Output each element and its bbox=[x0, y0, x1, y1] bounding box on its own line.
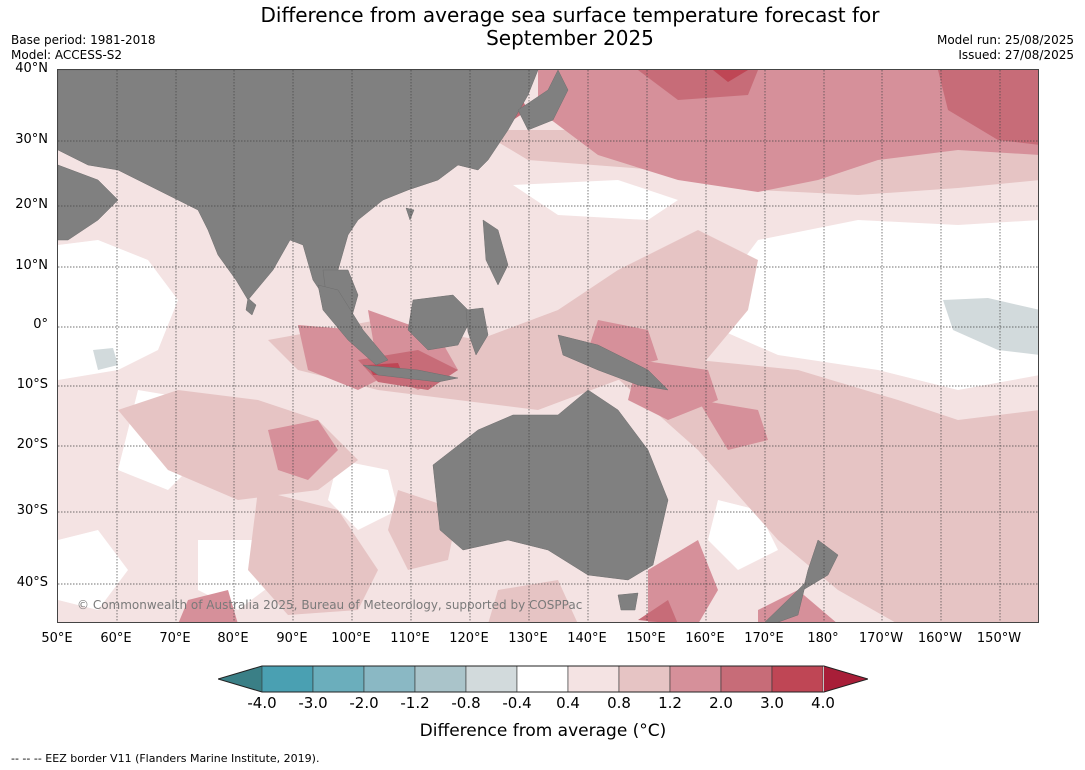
colorbar-tick: -3.0 bbox=[298, 694, 328, 712]
lon-label-170w: 170°W bbox=[858, 631, 904, 646]
lon-label-150e: 150°E bbox=[626, 631, 666, 646]
colorbar-segment bbox=[516, 665, 569, 693]
philippines-islands bbox=[482, 219, 509, 286]
graticule bbox=[58, 70, 1038, 622]
colorbar-tick: -4.0 bbox=[247, 694, 277, 712]
sri-lanka-island bbox=[245, 297, 257, 316]
colorbar-tick: 3.0 bbox=[760, 694, 784, 712]
eez-footnote: -- -- -- EEZ border V11 (Flanders Marine… bbox=[11, 752, 320, 765]
sumatra-island bbox=[317, 284, 389, 366]
title-line-2: September 2025 bbox=[486, 26, 654, 50]
hainan-taiwan bbox=[405, 207, 415, 221]
lon-label-100e: 100°E bbox=[331, 631, 371, 646]
lon-label-160w: 160°W bbox=[917, 631, 963, 646]
colorbar-tick: -0.8 bbox=[451, 694, 481, 712]
lat-label-40s: 40°S bbox=[16, 575, 48, 590]
colorbar-tick: 0.4 bbox=[556, 694, 580, 712]
lon-label-170e: 170°E bbox=[744, 631, 784, 646]
colorbar-arrow-high bbox=[824, 666, 868, 692]
java-island bbox=[362, 364, 459, 383]
lon-label-70e: 70°E bbox=[159, 631, 191, 646]
new-zealand-south bbox=[764, 581, 807, 622]
lon-label-110e: 110°E bbox=[390, 631, 430, 646]
colorbar-tick: -1.2 bbox=[400, 694, 430, 712]
japan-islands bbox=[517, 70, 569, 131]
meta-left: Base period: 1981-2018 Model: ACCESS-S2 bbox=[11, 33, 156, 63]
colorbar-tick: -0.4 bbox=[502, 694, 532, 712]
colorbar-tick: 0.8 bbox=[607, 694, 631, 712]
lon-label-80e: 80°E bbox=[217, 631, 249, 646]
sst-anomaly-map bbox=[58, 70, 1038, 622]
new-guinea-island bbox=[557, 334, 669, 391]
lat-label-20n: 20°N bbox=[15, 197, 48, 212]
australia-continent bbox=[432, 389, 669, 581]
land-masses bbox=[58, 70, 839, 622]
map-panel bbox=[57, 69, 1039, 623]
cool-patches bbox=[93, 298, 1038, 370]
lon-label-60e: 60°E bbox=[100, 631, 132, 646]
lat-label-0: 0° bbox=[33, 317, 48, 332]
colorbar-segment bbox=[618, 665, 671, 693]
colorbar-segment bbox=[414, 665, 467, 693]
lat-label-30n: 30°N bbox=[15, 132, 48, 147]
colorbar-segment bbox=[465, 665, 518, 693]
copyright-notice: © Commonwealth of Australia 2025, Bureau… bbox=[77, 598, 583, 612]
colorbar-label: Difference from average (°C) bbox=[419, 721, 667, 741]
colorbar-segment bbox=[567, 665, 620, 693]
lon-label-160e: 160°E bbox=[685, 631, 725, 646]
asia-landmass bbox=[58, 70, 539, 301]
tasmania-island bbox=[617, 592, 639, 611]
sulawesi-island bbox=[465, 307, 489, 356]
borneo-island bbox=[407, 294, 474, 351]
base-period: Base period: 1981-2018 bbox=[11, 33, 156, 47]
colorbar-segment bbox=[363, 665, 416, 693]
lon-label-180: 180° bbox=[807, 631, 839, 646]
colorbar-tick: 2.0 bbox=[709, 694, 733, 712]
lat-label-10n: 10°N bbox=[15, 258, 48, 273]
issued-date: Issued: 27/08/2025 bbox=[958, 48, 1074, 62]
lon-label-50e: 50°E bbox=[41, 631, 73, 646]
colorbar-segment bbox=[312, 665, 365, 693]
colorbar-outline bbox=[218, 665, 868, 693]
colorbar-tick: 1.2 bbox=[658, 694, 682, 712]
lat-label-10s: 10°S bbox=[16, 377, 48, 392]
colorbar-arrow-low bbox=[218, 666, 262, 692]
colorbar-tick: -2.0 bbox=[349, 694, 379, 712]
lat-label-30s: 30°S bbox=[16, 503, 48, 518]
lon-label-150w: 150°W bbox=[976, 631, 1022, 646]
colorbar-segment bbox=[720, 665, 773, 693]
colorbar bbox=[218, 665, 868, 693]
title-line-1: Difference from average sea surface temp… bbox=[260, 3, 880, 27]
colorbar-tick: 4.0 bbox=[811, 694, 835, 712]
lat-label-40n: 40°N bbox=[15, 61, 48, 76]
lon-label-120e: 120°E bbox=[449, 631, 489, 646]
lat-label-20s: 20°S bbox=[16, 437, 48, 452]
lon-label-140e: 140°E bbox=[567, 631, 607, 646]
lon-label-130e: 130°E bbox=[508, 631, 548, 646]
new-zealand-north bbox=[802, 539, 839, 591]
colorbar-segment bbox=[771, 665, 824, 693]
model-run: Model run: 25/08/2025 bbox=[936, 33, 1074, 47]
model-name: Model: ACCESS-S2 bbox=[11, 48, 123, 62]
colorbar-segment bbox=[669, 665, 722, 693]
arabian-peninsula bbox=[58, 164, 119, 241]
lon-label-90e: 90°E bbox=[276, 631, 308, 646]
chart-title: Difference from average sea surface temp… bbox=[220, 4, 920, 50]
colorbar-segment bbox=[261, 665, 314, 693]
meta-right: Model run: 25/08/2025 Issued: 27/08/2025 bbox=[937, 33, 1074, 63]
